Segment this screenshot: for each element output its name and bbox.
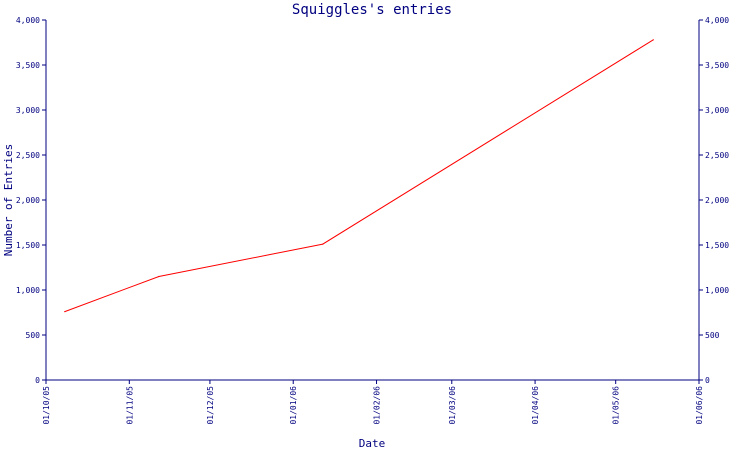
x-tick-label: 01/06/06 (695, 386, 704, 425)
data-point (652, 39, 654, 41)
y-tick-label-left: 4,000 (16, 16, 40, 25)
y-tick-label-right: 2,000 (705, 196, 729, 205)
y-tick-label-right: 1,500 (705, 241, 729, 250)
series-layer (64, 39, 654, 313)
data-point (64, 311, 66, 313)
x-tick-label: 01/01/06 (289, 386, 298, 425)
y-tick-label-right: 2,500 (705, 151, 729, 160)
y-tick-label-right: 3,500 (705, 61, 729, 70)
x-tick-label: 01/12/05 (206, 386, 215, 425)
y-tick-label-left: 1,000 (16, 286, 40, 295)
x-tick-label: 01/10/05 (42, 386, 51, 425)
y-tick-label-left: 2,500 (16, 151, 40, 160)
y-tick-label-left: 1,500 (16, 241, 40, 250)
y-tick-label-left: 500 (26, 331, 41, 340)
y-tick-label-right: 3,000 (705, 106, 729, 115)
x-tick-label: 01/03/06 (448, 386, 457, 425)
axes (45, 20, 700, 381)
x-tick-label: 01/02/06 (373, 386, 382, 425)
y-tick-label-left: 3,500 (16, 61, 40, 70)
y-tick-label-right: 0 (705, 376, 710, 385)
y-axis-label: Number of Entries (2, 144, 15, 257)
chart-title: Squiggles's entries (292, 2, 452, 18)
y-tick-label-right: 500 (705, 331, 720, 340)
y-tick-label-left: 3,000 (16, 106, 40, 115)
y-tick-label-left: 2,000 (16, 196, 40, 205)
y-tick-label-right: 4,000 (705, 16, 729, 25)
x-axis-label: Date (359, 437, 386, 450)
y-tick-label-right: 1,000 (705, 286, 729, 295)
x-tick-label: 01/05/06 (612, 386, 621, 425)
x-tick-label: 01/04/06 (531, 386, 540, 425)
data-point (158, 275, 160, 278)
data-point (322, 243, 324, 245)
ticks: 0 0 500 500 1,000 1,000 1,500 1,500 2,000 2,000 2,… (16, 16, 729, 425)
x-tick-label: 01/11/05 (125, 386, 134, 425)
series-line (64, 39, 654, 313)
y-tick-label-left: 0 (35, 376, 40, 385)
